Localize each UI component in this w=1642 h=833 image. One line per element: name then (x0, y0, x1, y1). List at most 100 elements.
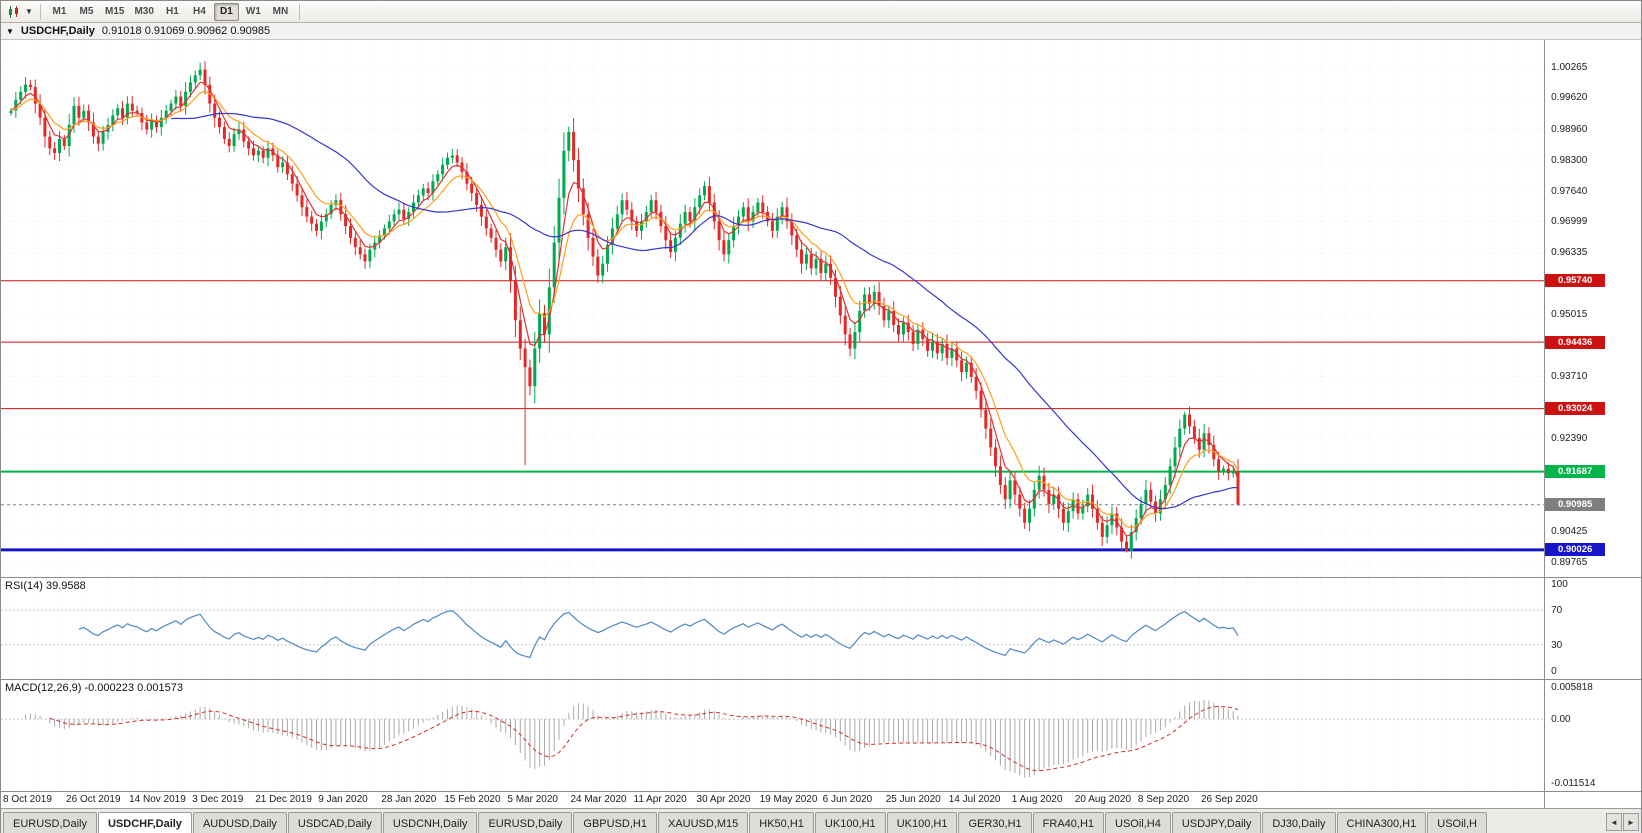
date-axis-row: 8 Oct 2019 26 Oct 2019 14 Nov 2019 3 Dec 20… (1, 791, 1641, 808)
chart-tabs: EURUSD,Daily USDCHF,Daily AUDUSD,Daily USDC… (3, 812, 1487, 833)
chart-title: USDCHF,Daily (20, 25, 95, 37)
tab-usdcad-daily[interactable]: USDCAD,Daily (287, 812, 382, 833)
tab-china300-h1[interactable]: CHINA300,H1 (1336, 812, 1427, 833)
tab-hk50-h1[interactable]: HK50,H1 (749, 812, 814, 833)
tab-usdjpy-daily[interactable]: USDJPY,Daily (1171, 812, 1262, 833)
price-level-badge: 0.95740 (1545, 274, 1606, 288)
date-axis-label: 6 Jun 2020 (822, 794, 873, 805)
date-axis-label: 9 Jan 2020 (318, 794, 368, 805)
tab-usoil-h[interactable]: USOil,H (1427, 812, 1487, 833)
price-level-badge: 0.93024 (1545, 402, 1606, 416)
chart-ohlc-readout: 0.91018 0.91069 0.90962 0.90985 (101, 25, 271, 37)
date-axis-label: 15 Feb 2020 (444, 794, 501, 805)
timeframe-button-m30[interactable]: M30 (134, 6, 154, 17)
rsi-indicator-label: RSI(14) 39.9588 (5, 580, 86, 592)
macd-axis-label: -0.011514 (1551, 778, 1596, 790)
tab-scroll-arrows: ◄ ► (1606, 813, 1639, 831)
tab-xauusd-m15[interactable]: XAUUSD,M15 (657, 812, 749, 833)
macd-pane-row: MACD(12,26,9) -0.000223 0.001573 0.00581… (1, 679, 1641, 791)
timeframe-button-h4[interactable]: H4 (193, 6, 206, 17)
toolbar-separator (40, 3, 41, 20)
date-axis-label: 24 Mar 2020 (570, 794, 627, 805)
toolbar-separator (298, 3, 300, 20)
date-axis-label: 8 Sep 2020 (1137, 794, 1190, 805)
tab-fra40-h1[interactable]: FRA40,H1 (1032, 812, 1105, 833)
timeframe-button-d1[interactable]: D1 (213, 2, 239, 21)
timeframe-toolbar: ▼ M1 M5 M15 M30 H1 H4 D1 W1 MN (1, 1, 1641, 23)
timeframe-button-m15[interactable]: M15 (105, 6, 125, 17)
tab-gbpusd-h1[interactable]: GBPUSD,H1 (573, 812, 657, 833)
date-axis-label: 1 Aug 2020 (1011, 794, 1063, 805)
dropdown-caret-icon[interactable]: ▼ (25, 7, 33, 16)
date-axis-label: 14 Jul 2020 (948, 794, 1001, 805)
chart-candles-icon[interactable] (5, 3, 23, 21)
tab-ger30-h1[interactable]: GER30,H1 (958, 812, 1032, 833)
rsi-axis-label: 30 (1551, 639, 1563, 651)
macd-chart-area[interactable]: MACD(12,26,9) -0.000223 0.001573 (1, 680, 1545, 791)
window-menu-caret-icon[interactable]: ▼ (6, 26, 14, 36)
chart-window-titlebar: ▼ USDCHF,Daily 0.91018 0.91069 0.90962 0… (1, 23, 1641, 40)
price-axis-label: 0.93710 (1551, 370, 1588, 382)
macd-axis-label: 0.00 (1551, 714, 1571, 726)
date-axis-label: 25 Jun 2020 (885, 794, 941, 805)
tab-usdcnh-daily[interactable]: USDCNH,Daily (382, 812, 478, 833)
timeframe-button-m1[interactable]: M1 (52, 6, 67, 17)
price-axis-label: 0.98960 (1551, 123, 1588, 135)
price-axis-label: 1.00265 (1551, 62, 1588, 74)
price-axis-label: 0.92390 (1551, 433, 1588, 444)
price-axis-label: 0.96335 (1551, 247, 1588, 259)
price-axis-label: 0.97640 (1551, 185, 1588, 197)
macd-indicator-label: MACD(12,26,9) -0.000223 0.001573 (5, 682, 183, 694)
tab-dj30-daily[interactable]: DJ30,Daily (1262, 812, 1336, 833)
date-axis-label: 3 Dec 2019 (192, 794, 244, 805)
timeframe-button-mn[interactable]: MN (272, 6, 289, 17)
price-level-badge: 0.90026 (1545, 543, 1606, 557)
timeframe-button-w1[interactable]: W1 (245, 6, 261, 17)
axis-corner (1544, 792, 1641, 808)
date-axis-label: 11 Apr 2020 (633, 794, 687, 805)
tab-usdchf-daily[interactable]: USDCHF,Daily (97, 812, 192, 833)
date-axis-label: 8 Oct 2019 (3, 794, 52, 805)
price-axis-label: 0.95015 (1551, 309, 1588, 321)
rsi-axis[interactable]: 100 70 30 0 (1544, 578, 1641, 679)
tab-uk100-h1[interactable]: UK100,H1 (886, 812, 958, 833)
price-chart-area[interactable] (1, 40, 1545, 577)
macd-axis-label: 0.005818 (1551, 681, 1593, 693)
macd-axis[interactable]: 0.005818 0.00 -0.011514 (1544, 680, 1641, 791)
timeframe-buttons-group: M1 M5 M15 M30 H1 H4 D1 W1 MN (46, 2, 294, 21)
price-pane-row: 1.00265 0.99620 0.98960 0.98300 0.97640 0.969… (1, 40, 1641, 577)
tab-audusd-daily[interactable]: AUDUSD,Daily (192, 812, 287, 833)
tab-uk100-h1[interactable]: UK100,H1 (814, 812, 886, 833)
date-axis-label: 14 Nov 2019 (129, 794, 186, 805)
price-level-badge: 0.91687 (1545, 465, 1606, 479)
price-axis-label: 0.90425 (1551, 525, 1588, 537)
rsi-pane-canvas[interactable] (1, 578, 1544, 679)
price-axis-label: 0.96999 (1551, 215, 1588, 227)
tab-eurusd-daily[interactable]: EURUSD,Daily (3, 812, 97, 833)
date-axis-label: 28 Jan 2020 (381, 794, 437, 805)
date-axis-label: 26 Sep 2020 (1200, 794, 1258, 805)
date-axis-label: 21 Dec 2019 (255, 794, 312, 805)
tab-usoil-h4[interactable]: USOil,H4 (1105, 812, 1171, 833)
timeframe-button-m5[interactable]: M5 (79, 6, 94, 17)
current-price-badge: 0.90985 (1545, 498, 1606, 512)
price-axis-label: 0.89765 (1551, 556, 1588, 568)
date-axis-label: 30 Apr 2020 (696, 794, 751, 805)
date-axis-label: 26 Oct 2019 (66, 794, 121, 805)
rsi-axis-label: 0 (1551, 666, 1557, 677)
price-axis-label: 0.98300 (1551, 154, 1588, 166)
price-pane-canvas[interactable] (1, 40, 1544, 577)
chart-tab-bar: EURUSD,Daily USDCHF,Daily AUDUSD,Daily USDC… (1, 808, 1641, 833)
price-level-badge: 0.94436 (1545, 335, 1606, 349)
date-axis-label: 20 Aug 2020 (1074, 794, 1132, 805)
date-axis[interactable]: 8 Oct 2019 26 Oct 2019 14 Nov 2019 3 Dec 20… (1, 792, 1544, 808)
tab-eurusd-daily[interactable]: EURUSD,Daily (478, 812, 573, 833)
date-axis-label: 5 Mar 2020 (507, 794, 558, 805)
tab-scroll-right-button[interactable]: ► (1623, 813, 1639, 831)
rsi-chart-area[interactable]: RSI(14) 39.9588 (1, 578, 1545, 679)
price-axis[interactable]: 1.00265 0.99620 0.98960 0.98300 0.97640 0.969… (1544, 40, 1641, 577)
tab-scroll-left-button[interactable]: ◄ (1606, 813, 1622, 831)
timeframe-button-h1[interactable]: H1 (166, 6, 179, 17)
macd-pane-canvas[interactable] (1, 680, 1544, 791)
